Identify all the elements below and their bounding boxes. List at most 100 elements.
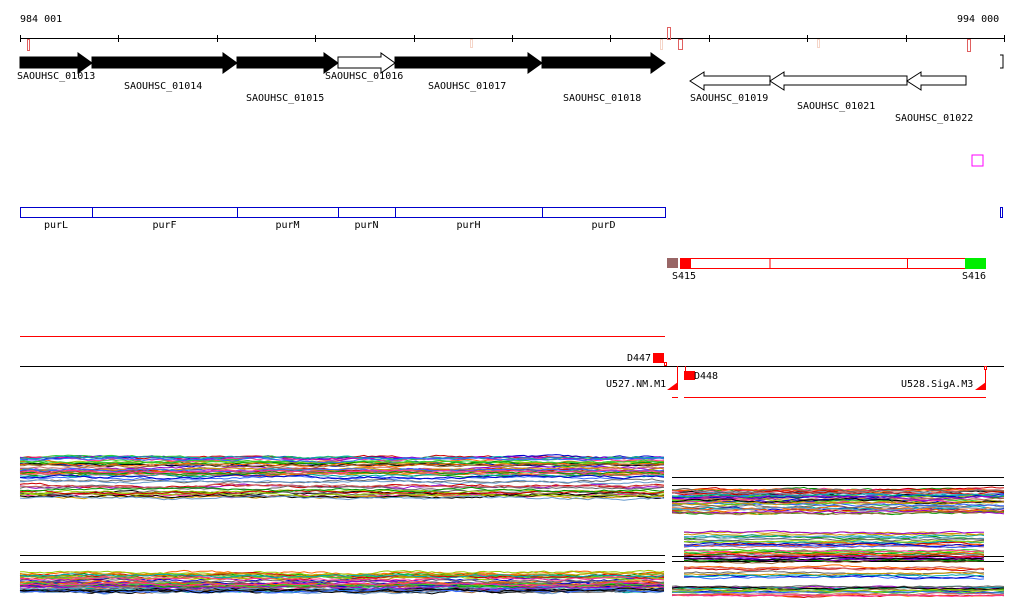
operon-gene-purN[interactable] <box>338 207 396 218</box>
profile-line <box>19 587 665 594</box>
profile-line <box>683 551 985 556</box>
profile-line <box>683 535 985 540</box>
site-marker[interactable] <box>660 39 663 50</box>
segment-end-block[interactable] <box>965 258 986 269</box>
expression-profiles <box>19 454 1005 599</box>
site-marker[interactable] <box>967 39 971 52</box>
profile-line <box>19 454 665 461</box>
profile-line <box>683 571 985 576</box>
profile-block-lower-right-tail <box>671 584 1005 599</box>
operon-gene-purH[interactable] <box>395 207 543 218</box>
profile-line <box>20 479 665 485</box>
profile-line <box>19 581 665 587</box>
gene-arrow[interactable] <box>337 52 396 74</box>
d448-label: D448 <box>694 371 718 382</box>
profile-line <box>19 462 665 468</box>
profile-line <box>671 487 1005 493</box>
segment-track: S415 S416 <box>667 258 986 282</box>
profile-line <box>671 493 1005 500</box>
operon-gene-label: purH <box>456 220 480 231</box>
operon-gene-label: purF <box>152 220 176 231</box>
profile-line <box>20 482 665 490</box>
site-marker[interactable] <box>27 39 30 51</box>
operon-gene-purF[interactable] <box>92 207 238 218</box>
u527-label: U527.NM.M1 <box>606 379 666 390</box>
profile-line <box>683 555 985 561</box>
profile-line <box>683 575 985 580</box>
gene-arrow[interactable] <box>91 52 238 74</box>
profile-line <box>19 572 665 580</box>
gene-arrow[interactable] <box>906 71 967 91</box>
profile-line <box>671 492 1005 498</box>
ruler-end-label: 994 000 <box>957 14 999 25</box>
profile-line <box>671 503 1005 509</box>
profile-line <box>683 538 985 544</box>
gene-label: SAOUHSC_01017 <box>428 81 506 92</box>
gene-arrow[interactable] <box>236 52 339 74</box>
profile-line <box>672 500 1005 506</box>
profile-line <box>19 456 665 464</box>
profile-block-upper-right <box>671 486 1005 516</box>
segment-red-block <box>680 258 691 269</box>
gene-label: SAOUHSC_01019 <box>690 93 768 104</box>
gene-arrow[interactable] <box>541 52 666 74</box>
profile-line <box>683 541 985 547</box>
profile-line <box>19 470 665 476</box>
gene-label: SAOUHSC_01014 <box>124 81 202 92</box>
operon-gene-partial[interactable] <box>1000 207 1003 218</box>
gene-saouhsc_01016[interactable]: SAOUHSC_01016 <box>325 52 403 82</box>
profile-line <box>683 574 985 580</box>
profile-line <box>683 532 985 537</box>
gene-saouhsc_01021[interactable]: SAOUHSC_01021 <box>769 71 908 112</box>
d448-block[interactable] <box>684 371 695 380</box>
profile-line <box>19 484 665 491</box>
gene-arrow[interactable] <box>769 71 908 91</box>
profile-block-upper-left <box>19 454 665 501</box>
site-marker[interactable] <box>667 27 671 40</box>
gene-label: SAOUHSC_01018 <box>563 93 641 104</box>
profile-line <box>684 530 984 535</box>
gene-arrow[interactable] <box>394 52 543 74</box>
profile-line <box>19 467 665 473</box>
d447-block[interactable] <box>653 353 664 363</box>
u527-flag-icon[interactable] <box>667 382 678 390</box>
profile-line <box>683 565 985 571</box>
profile-line <box>19 459 665 465</box>
gene-saouhsc_01022[interactable]: SAOUHSC_01022 <box>895 71 973 124</box>
operon-gene-label: purN <box>354 220 378 231</box>
profile-line <box>671 506 1005 512</box>
ruler-start-label: 984 001 <box>20 14 62 25</box>
profile-line <box>19 494 665 501</box>
profile-line <box>19 486 665 493</box>
gene-partial[interactable] <box>1000 54 1004 69</box>
gene-arrow[interactable] <box>689 71 771 91</box>
profile-line <box>683 542 985 547</box>
profile-line <box>683 567 985 571</box>
site-marker[interactable] <box>678 39 683 50</box>
segment-right-label: S416 <box>962 271 986 282</box>
segment-left-label: S415 <box>672 271 696 282</box>
site-marker[interactable] <box>470 39 473 48</box>
operon-gene-purM[interactable] <box>237 207 339 218</box>
gene-saouhsc_01017[interactable]: SAOUHSC_01017 <box>394 52 543 92</box>
segment-bar[interactable] <box>680 258 986 269</box>
gene-saouhsc_01015[interactable]: SAOUHSC_01015 <box>236 52 339 104</box>
gene-arrow[interactable] <box>19 52 93 74</box>
profile-line <box>683 573 985 578</box>
operon-gene-purD[interactable] <box>542 207 666 218</box>
marker-square[interactable] <box>971 154 984 167</box>
u528-flag-icon[interactable] <box>975 382 986 390</box>
gene-saouhsc_01019[interactable]: SAOUHSC_01019 <box>689 71 771 104</box>
profile-line <box>683 559 985 565</box>
profile-line <box>671 588 1005 593</box>
gene-label: SAOUHSC_01013 <box>17 71 95 82</box>
segment-start-block[interactable] <box>667 258 678 268</box>
gene-saouhsc_01013[interactable]: SAOUHSC_01013 <box>17 52 95 82</box>
gene-saouhsc_01018[interactable]: SAOUHSC_01018 <box>541 52 666 104</box>
u528-label: U528.SigA.M3 <box>901 379 973 390</box>
profile-line <box>19 455 665 460</box>
gene-saouhsc_01014[interactable]: SAOUHSC_01014 <box>91 52 238 92</box>
operon-gene-purL[interactable] <box>20 207 93 218</box>
site-marker[interactable] <box>817 39 820 48</box>
